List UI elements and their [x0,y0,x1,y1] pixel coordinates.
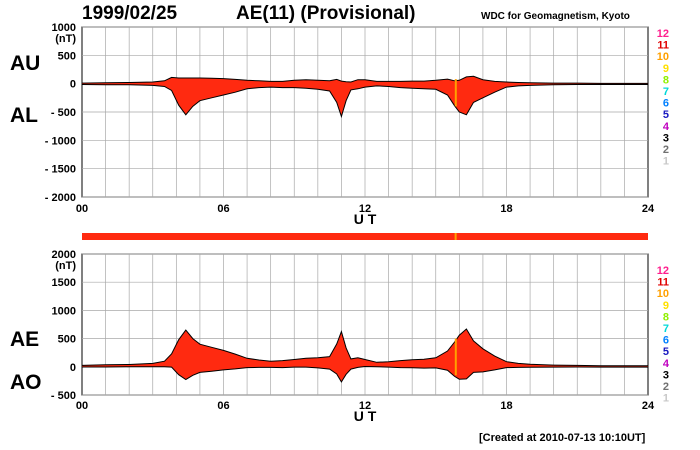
station-legend-item: 8 [663,74,669,86]
station-legend-item: 8 [663,311,669,323]
series-line-al [81,84,648,119]
x-tick-label: 12 [359,203,371,215]
y-tick-label: - 500 [51,107,76,119]
station-legend-item: 6 [663,335,669,347]
station-legend-item: 1 [663,156,669,168]
series-line-ae [81,328,648,367]
x-tick-label: 00 [76,203,88,215]
station-legend-item: 7 [663,86,669,98]
station-coverage-marker [454,233,457,240]
station-legend-item: 12 [657,265,669,277]
station-legend-item: 3 [663,369,669,381]
y-tick-label: - 500 [51,390,76,402]
station-legend-item: 1 [663,393,669,405]
station-legend-item: 10 [657,51,669,63]
y-unit-label: (nT) [55,260,76,272]
y-tick-label: 1000 [52,305,76,317]
y-tick-label: 0 [70,362,76,374]
source-label: WDC for Geomagnetism, Kyoto [481,11,630,22]
station-legend-item: 4 [663,121,670,133]
y-tick-label: - 1000 [45,135,76,147]
x-tick-label: 06 [217,203,229,215]
y-tick-label: - 2000 [45,192,76,204]
x-tick-label: 06 [217,400,229,412]
y-tick-label: 500 [58,334,76,346]
created-timestamp: [Created at 2010-07-13 10:10UT] [479,432,646,444]
station-legend-item: 11 [657,40,669,52]
series-area-fill [82,76,648,117]
series-area-fill [82,329,648,382]
station-legend-item: 9 [663,300,669,312]
x-tick-label: 18 [500,203,512,215]
x-tick-label: 00 [76,400,88,412]
x-tick-label: 24 [642,400,655,412]
x-tick-label: 12 [359,400,371,412]
station-legend-item: 7 [663,323,669,335]
station-legend-item: 3 [663,132,669,144]
series-name-ae: AE [10,328,39,351]
date-label: 1999/02/25 [82,3,178,24]
page-title: AE(11) (Provisional) [236,3,416,24]
series-line-au [81,75,648,84]
y-tick-label: - 1500 [45,164,76,176]
y-tick-label: 1500 [52,277,76,289]
y-unit-label: (nT) [55,33,76,45]
station-legend-item: 2 [663,144,669,156]
station-legend-item: 11 [657,277,669,289]
station-legend-item: 9 [663,63,669,75]
station-legend-item: 6 [663,98,669,110]
series-name-au: AU [10,52,40,75]
y-tick-label: 2000 [52,249,76,261]
station-legend-item: 10 [657,288,669,300]
x-tick-label: 24 [642,203,655,215]
x-tick-label: 18 [500,400,512,412]
series-name-al: AL [10,104,38,127]
station-legend-item: 4 [663,358,670,370]
y-tick-label: 0 [70,79,76,91]
station-legend-item: 2 [663,381,669,393]
x-axis-title: U T [354,408,377,424]
chart-panel-1: 1000 500 0 - 500 - 1000 - 1500 - 2000 (nT) 00 06 1… [10,22,670,227]
series-line-ao [82,365,648,383]
x-axis-title: U T [354,211,377,227]
y-tick-label: 1000 [52,22,76,34]
y-tick-label: 500 [58,50,76,62]
station-coverage-bar [82,233,648,240]
station-legend-item: 5 [663,346,669,358]
series-name-ao: AO [10,371,42,394]
station-legend-item: 5 [663,109,669,121]
station-legend-item: 12 [657,28,669,40]
